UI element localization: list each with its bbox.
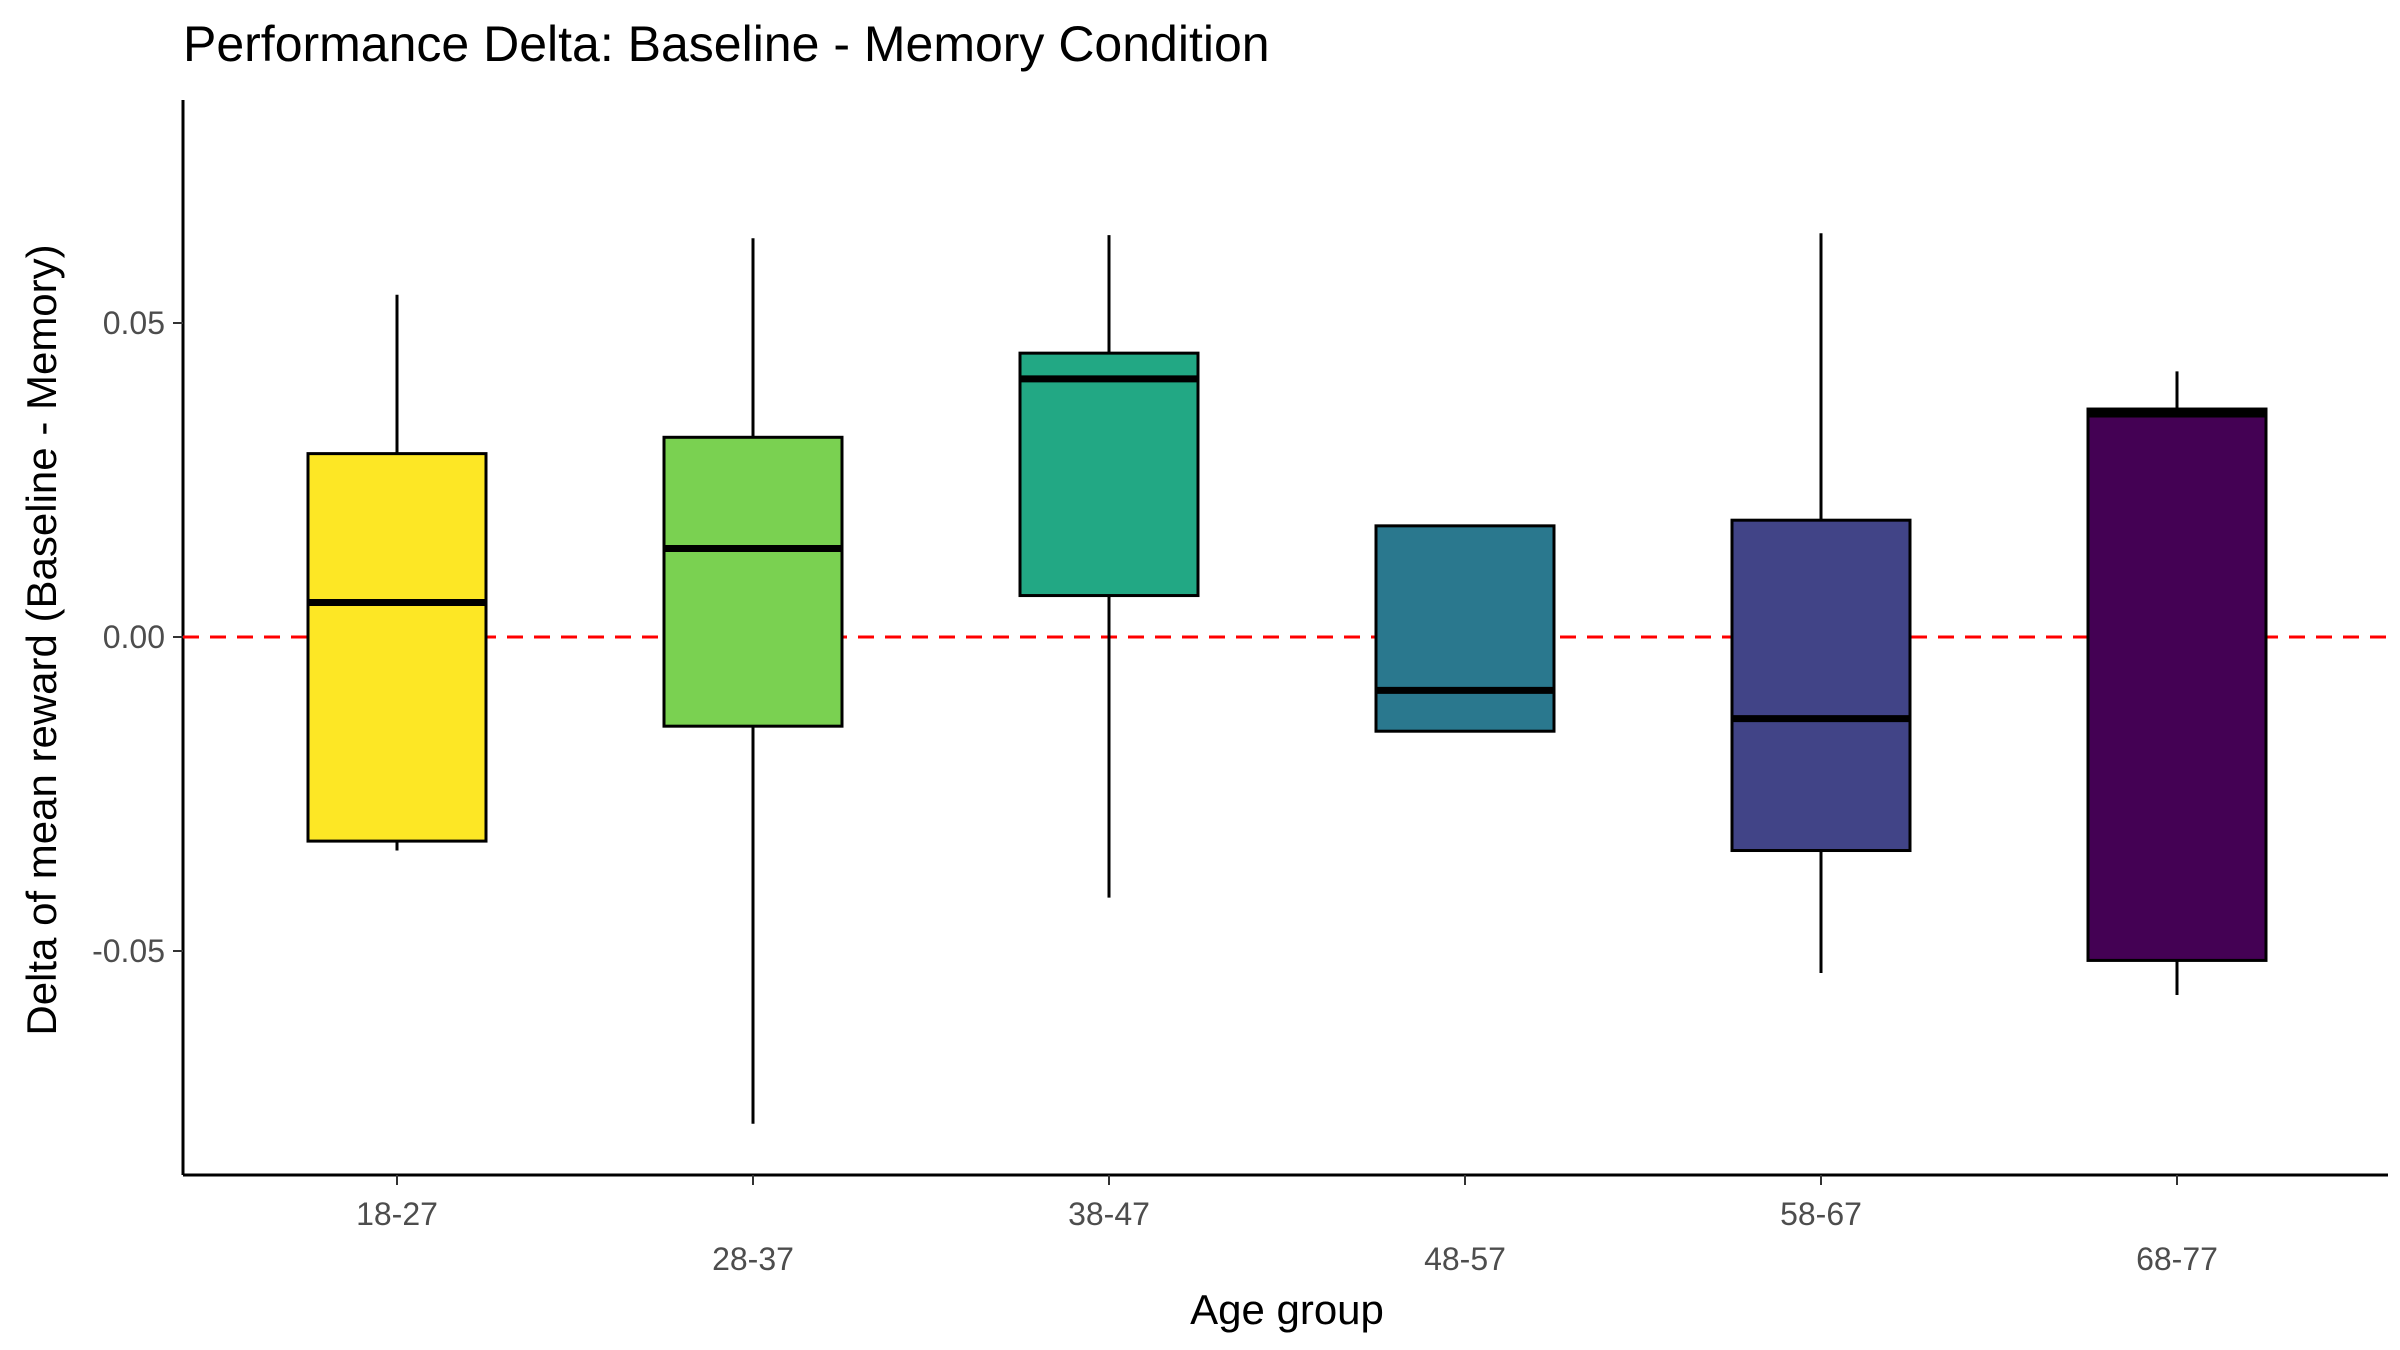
box-body — [1018, 351, 1200, 598]
box-body — [1730, 518, 1912, 853]
y-tick-label: 0.00 — [103, 619, 165, 655]
box-body — [306, 452, 488, 843]
y-tick-label: 0.05 — [103, 305, 165, 341]
x-tick-label: 48-57 — [1424, 1241, 1506, 1277]
x-tick-label: 58-67 — [1780, 1196, 1862, 1232]
box-body — [1374, 524, 1556, 733]
y-axis-title: Delta of mean reward (Baseline - Memory) — [18, 244, 65, 1035]
y-tick-label: -0.05 — [92, 933, 165, 969]
x-tick-label: 38-47 — [1068, 1196, 1150, 1232]
x-axis-title: Age group — [1190, 1286, 1384, 1333]
chart-title: Performance Delta: Baseline - Memory Con… — [183, 16, 1270, 72]
x-tick-label: 18-27 — [356, 1196, 438, 1232]
box-body — [2086, 407, 2268, 962]
x-tick-label: 28-37 — [712, 1241, 794, 1277]
x-tick-label: 68-77 — [2136, 1241, 2218, 1277]
plot-area: 0.05 0.00 -0.05 18-27 28-37 38-47 48-57 58-67 68… — [92, 100, 2388, 1277]
box-body — [662, 435, 844, 728]
